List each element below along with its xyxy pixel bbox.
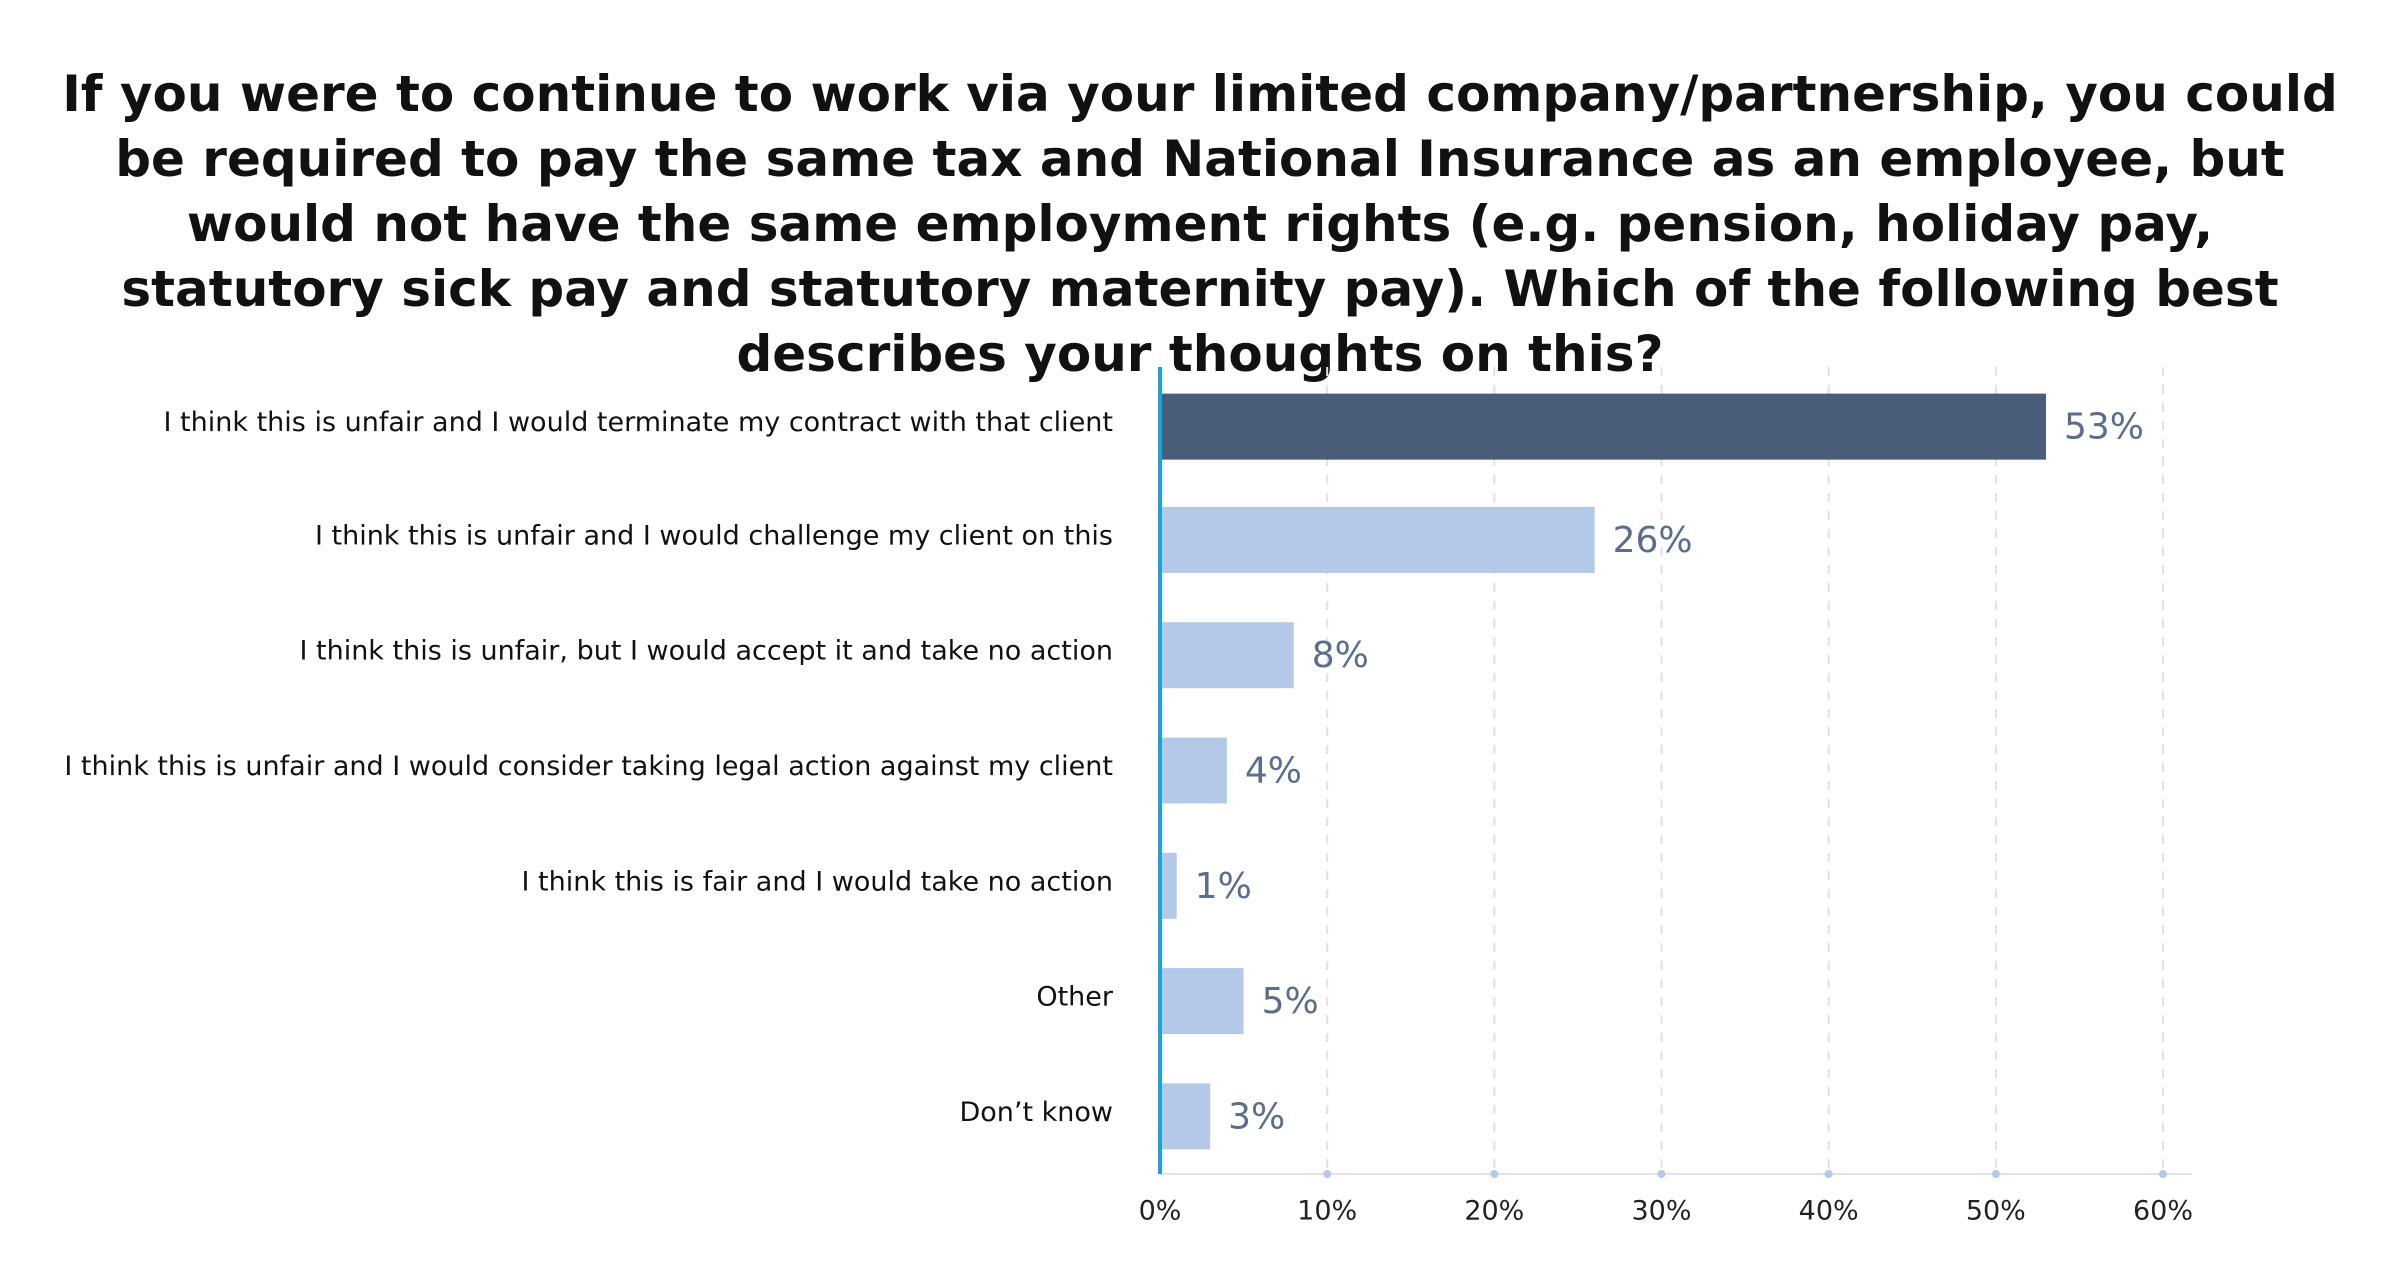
category-label: Don’t know bbox=[959, 1097, 1113, 1128]
value-label: 4% bbox=[1245, 751, 1302, 792]
tick-dot bbox=[1323, 1170, 1332, 1178]
tick-dot bbox=[1824, 1170, 1833, 1178]
category-label: I think this is unfair, but I would acce… bbox=[299, 636, 1113, 667]
x-tick-label: 30% bbox=[1631, 1196, 1691, 1227]
category-label: I think this is unfair and I would chall… bbox=[315, 520, 1113, 551]
bar bbox=[1160, 622, 1294, 689]
tick-dot bbox=[1657, 1170, 1666, 1178]
x-tick-label: 0% bbox=[1139, 1196, 1182, 1227]
value-label: 8% bbox=[1312, 635, 1369, 676]
x-tick-label: 60% bbox=[2133, 1196, 2193, 1227]
category-label: I think this is fair and I would take no… bbox=[522, 866, 1114, 897]
category-label: Other bbox=[1036, 982, 1114, 1013]
tick-dot bbox=[2159, 1170, 2167, 1178]
value-label: 1% bbox=[1195, 866, 1252, 907]
bar bbox=[1160, 393, 2046, 460]
bar bbox=[1160, 968, 1244, 1035]
bar bbox=[1160, 737, 1227, 804]
bar bbox=[1160, 506, 1595, 573]
tick-dot bbox=[1991, 1170, 2000, 1178]
chart-title: If you were to continue to work via your… bbox=[62, 65, 2338, 383]
bar bbox=[1160, 1083, 1211, 1150]
bar bbox=[1160, 852, 1177, 919]
category-label: I think this is unfair and I would termi… bbox=[164, 407, 1113, 438]
category-label: I think this is unfair and I would consi… bbox=[64, 751, 1113, 782]
x-tick-label: 50% bbox=[1966, 1196, 2026, 1227]
x-tick-label: 10% bbox=[1297, 1196, 1357, 1227]
value-label: 53% bbox=[2064, 407, 2144, 448]
value-label: 5% bbox=[1262, 981, 1319, 1022]
x-tick-label: 40% bbox=[1799, 1196, 1859, 1227]
value-label: 26% bbox=[1613, 520, 1693, 561]
tick-dot bbox=[1490, 1170, 1499, 1178]
x-tick-label: 20% bbox=[1464, 1196, 1524, 1227]
value-label: 3% bbox=[1228, 1096, 1285, 1137]
